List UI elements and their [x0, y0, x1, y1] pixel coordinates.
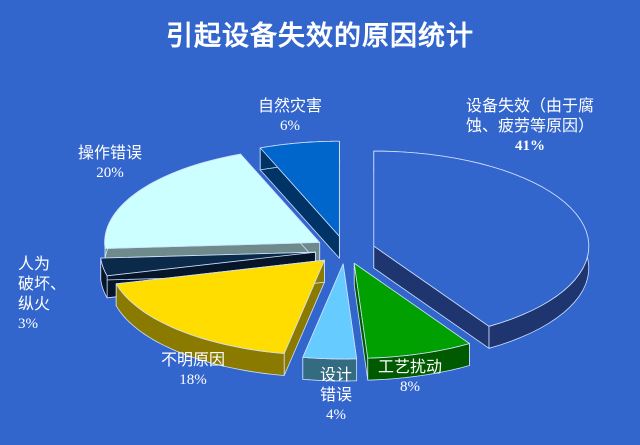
pie-slice [373, 150, 590, 349]
slice-top [302, 263, 358, 360]
slice-top [104, 153, 321, 249]
slice-top [353, 262, 470, 359]
pie-slice [302, 263, 358, 382]
label-text: 自然灾害 [257, 96, 322, 115]
label-pct: 4% [326, 407, 346, 423]
label-text: 不明原因 [160, 350, 225, 369]
label-pct: 41% [515, 138, 545, 154]
pie-slice [259, 140, 340, 259]
label-unknown: 不明原因 18% [143, 350, 243, 390]
label-text: 操作错误 [77, 143, 142, 162]
label-natural-disaster: 自然灾害 6% [240, 96, 340, 136]
label-text: 蚀、疲劳等原因） [465, 116, 594, 135]
label-pct: 18% [179, 372, 207, 388]
pie-slice [353, 262, 470, 381]
slice-top [115, 259, 325, 354]
slice-top [373, 150, 590, 327]
label-text: 破坏、 [18, 274, 67, 293]
label-text: 工艺扰动 [377, 357, 442, 376]
label-operation-error: 操作错误 20% [60, 143, 160, 183]
label-text: 设计 [319, 365, 352, 384]
label-text: 错误 [319, 385, 352, 404]
label-pct: 6% [280, 118, 300, 134]
label-process-disturbance: 工艺扰动 8% [360, 357, 460, 397]
chart-title: 引起设备失效的原因统计 [166, 21, 474, 52]
label-text: 人为 [18, 254, 51, 273]
label-pct: 3% [18, 316, 38, 332]
slice-top [259, 140, 340, 237]
slice-top [100, 251, 316, 277]
pie-slice [115, 259, 325, 376]
label-equipment-failure: 设备失效（由于腐 蚀、疲劳等原因） 41% [440, 96, 620, 156]
label-sabotage: 人为 破坏、 纵火 3% [18, 254, 78, 334]
label-design-error: 设计 错误 4% [306, 365, 366, 425]
label-pct: 20% [96, 165, 124, 181]
label-text: 纵火 [18, 294, 51, 313]
label-text: 设备失效（由于腐 [465, 96, 594, 115]
label-pct: 8% [400, 379, 420, 395]
